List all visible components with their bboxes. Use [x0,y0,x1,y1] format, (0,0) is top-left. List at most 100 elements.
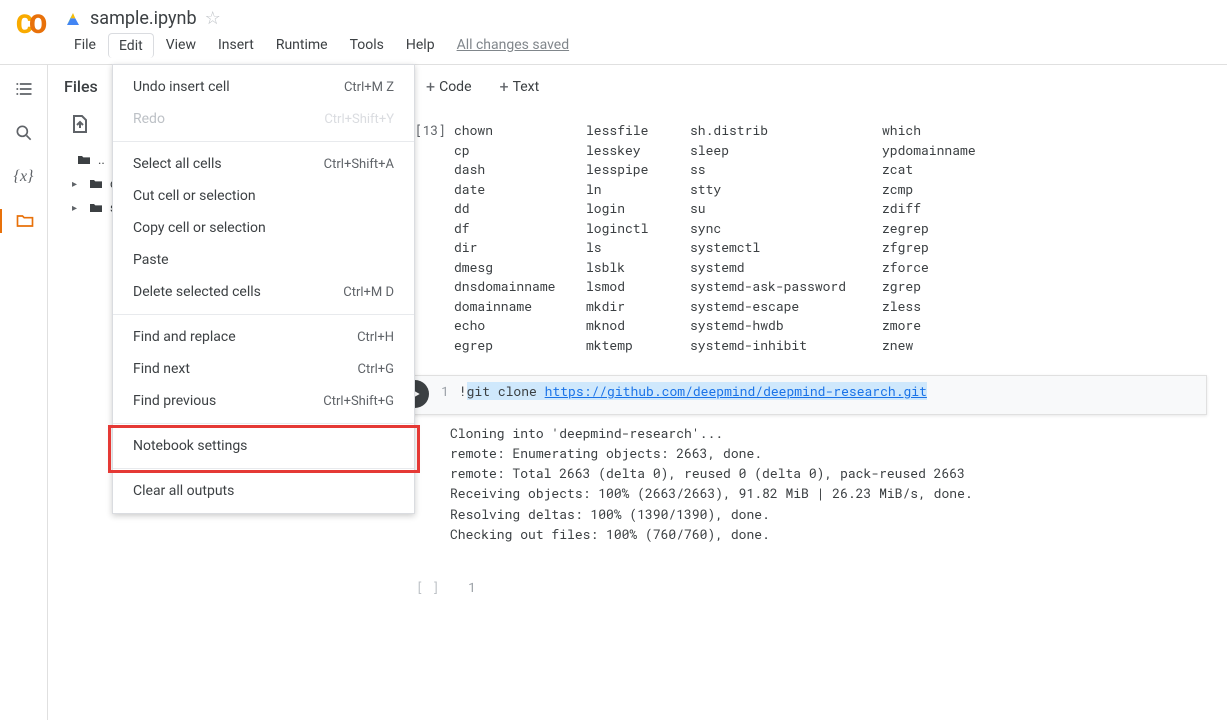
menu-shortcut: Ctrl+H [357,330,394,345]
menu-file[interactable]: File [64,33,106,58]
empty-cell[interactable]: [ ] 1 [416,568,1207,596]
edit-dropdown: Undo insert cell Ctrl+M Z Redo Ctrl+Shif… [112,64,415,514]
cmd-item: which [882,121,1002,141]
menu-label: Undo insert cell [133,79,230,95]
cmd-item: systemd-inhibit [690,336,882,356]
folder-icon [88,200,104,216]
menu-cut[interactable]: Cut cell or selection [113,180,414,212]
cmd-item: zmore [882,316,1002,336]
cmd-item: systemctl [690,238,882,258]
cmd-item: zcat [882,160,1002,180]
cmd-item: sleep [690,141,882,161]
star-icon[interactable]: ☆ [205,8,221,29]
save-status: All changes saved [447,33,580,58]
menu-runtime[interactable]: Runtime [266,33,338,58]
cmd-item: lsblk [586,258,690,278]
cmd-item: cp [454,141,586,161]
cmd-item: egrep [454,336,586,356]
plus-icon: + [500,77,509,96]
cmd-item: domainname [454,297,586,317]
menu-select-all[interactable]: Select all cells Ctrl+Shift+A [113,148,414,180]
menu-label: Find previous [133,393,216,409]
left-rail: {x} [0,65,48,720]
menu-find-next[interactable]: Find next Ctrl+G [113,353,414,385]
menu-label: Notebook settings [133,438,247,454]
menu-paste[interactable]: Paste [113,244,414,276]
add-code-button[interactable]: + Code [416,73,482,100]
search-icon[interactable] [12,121,36,145]
add-text-button[interactable]: + Text [490,73,550,100]
cmd-item: ss [690,160,882,180]
menu-label: Copy cell or selection [133,220,266,236]
menu-view[interactable]: View [156,33,206,58]
cmd-item: sync [690,219,882,239]
plus-icon: + [426,77,435,96]
line-number: 1 [441,382,449,400]
cmd-item: dir [454,238,586,258]
menu-undo[interactable]: Undo insert cell Ctrl+M Z [113,71,414,103]
cmd-item: zfgrep [882,238,1002,258]
cmd-item: su [690,199,882,219]
menu-edit[interactable]: Edit [108,33,154,58]
code-cell[interactable]: 1 !git clone https://github.com/deepmind… [392,375,1207,415]
cmd-item: date [454,180,586,200]
cmd-item: sh.distrib [690,121,882,141]
cmd-item: zcmp [882,180,1002,200]
tree-label: .. [98,153,105,168]
cmd-item: df [454,219,586,239]
folder-icon [88,176,104,192]
menu-shortcut: Ctrl+Shift+G [323,394,394,409]
cmd-item: zegrep [882,219,1002,239]
output-cell: [13] chownlessfilesh.distribwhichcplessk… [408,121,1207,355]
menu-bar: File Edit View Insert Runtime Tools Help… [64,33,1211,58]
files-icon[interactable] [0,209,48,233]
cmd-item: lesskey [586,141,690,161]
menu-shortcut: Ctrl+Shift+A [324,157,394,172]
menu-shortcut: Ctrl+M D [343,285,394,300]
cmd-item: dnsdomainname [454,277,586,297]
title-area: sample.ipynb ☆ File Edit View Insert Run… [64,8,1211,58]
cmd-item: systemd [690,258,882,278]
cmd-item: ln [586,180,690,200]
cmd-item: zgrep [882,277,1002,297]
header: CO sample.ipynb ☆ File Edit View Insert … [0,0,1227,64]
cmd-item: systemd-escape [690,297,882,317]
menu-copy[interactable]: Copy cell or selection [113,212,414,244]
variables-icon[interactable]: {x} [12,165,36,189]
cmd-item: echo [454,316,586,336]
menu-label: Find next [133,361,190,377]
toolbar-label: Text [513,79,540,95]
cmd-item: mkdir [586,297,690,317]
notebook-title[interactable]: sample.ipynb [90,8,197,29]
chevron-right-icon: ▸ [72,203,82,214]
menu-find-prev[interactable]: Find previous Ctrl+Shift+G [113,385,414,417]
menu-label: Select all cells [133,156,222,172]
menu-label: Redo [133,111,165,127]
menu-insert[interactable]: Insert [208,33,264,58]
menu-clear-outputs[interactable]: Clear all outputs [113,475,414,507]
command-grid: chownlessfilesh.distribwhichcplesskeysle… [454,121,1207,355]
menu-find-replace[interactable]: Find and replace Ctrl+H [113,321,414,353]
cmd-item: znew [882,336,1002,356]
cmd-item: zless [882,297,1002,317]
menu-shortcut: Ctrl+Shift+Y [324,112,394,127]
code-text[interactable]: !git clone https://github.com/deepmind/d… [459,382,927,400]
menu-delete[interactable]: Delete selected cells Ctrl+M D [113,276,414,308]
cmd-item: zforce [882,258,1002,278]
colab-logo: CO [16,10,52,46]
drive-icon [64,10,82,28]
menu-help[interactable]: Help [396,33,445,58]
cell-output: Cloning into 'deepmind-research'... remo… [450,423,1207,544]
cmd-item: lsmod [586,277,690,297]
menu-label: Delete selected cells [133,284,261,300]
upload-icon[interactable] [68,112,92,136]
menu-tools[interactable]: Tools [340,33,394,58]
toc-icon[interactable] [12,77,36,101]
menu-label: Clear all outputs [133,483,234,499]
menu-notebook-settings[interactable]: Notebook settings [113,430,414,462]
cmd-item: login [586,199,690,219]
cmd-item: lessfile [586,121,690,141]
menu-label: Find and replace [133,329,236,345]
menu-shortcut: Ctrl+G [357,362,394,377]
menu-redo: Redo Ctrl+Shift+Y [113,103,414,135]
